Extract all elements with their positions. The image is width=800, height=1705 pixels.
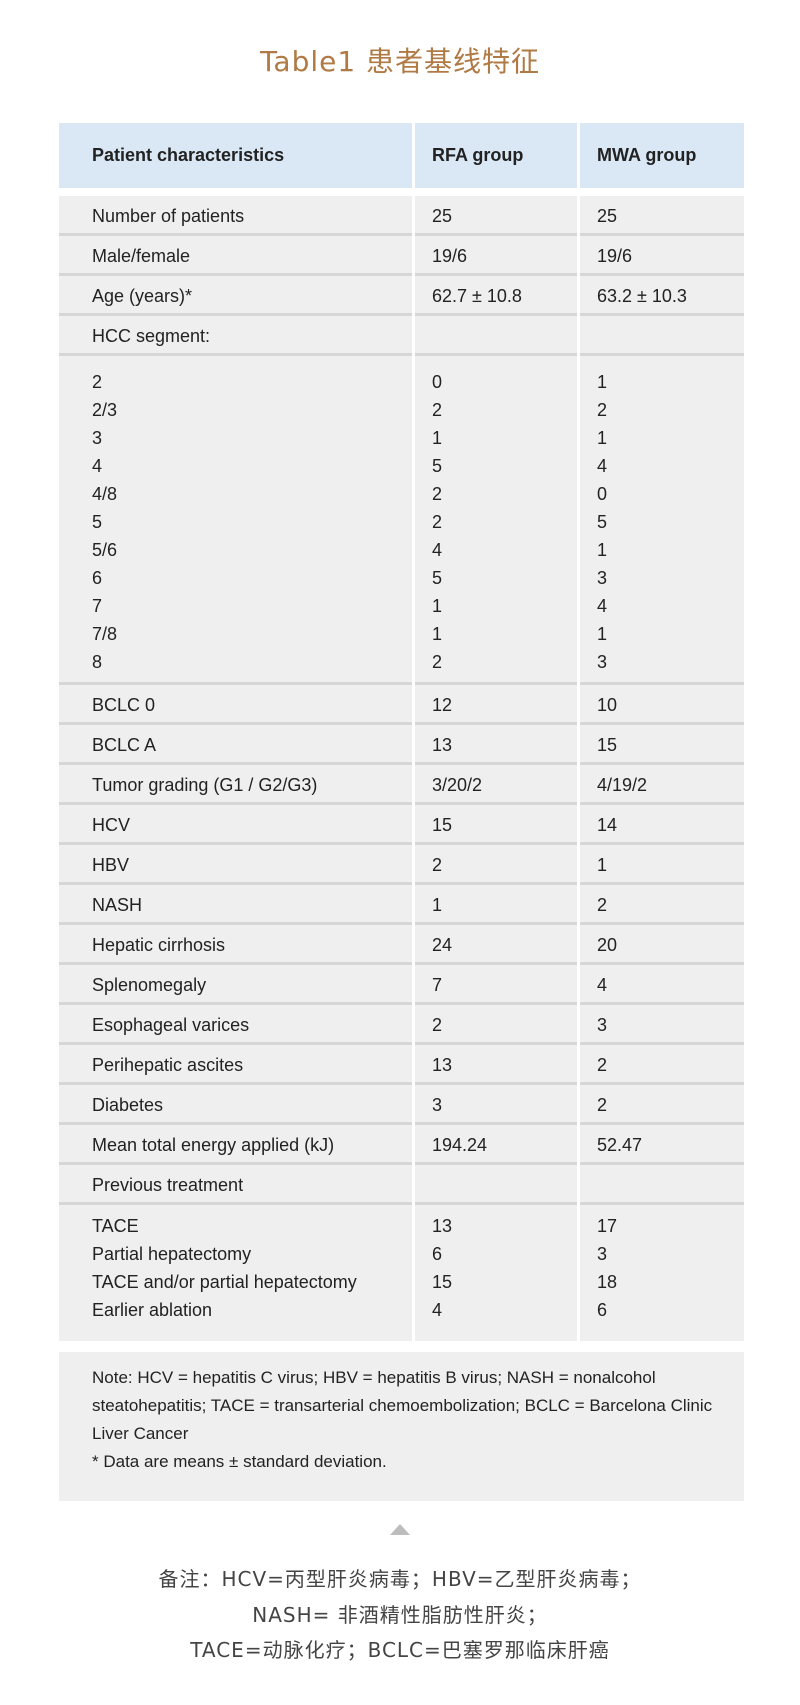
- mwa-value: 25: [580, 196, 744, 236]
- mwa-value: 10: [580, 685, 744, 725]
- rfa-value: 13 6 15 4: [415, 1205, 577, 1341]
- rfa-value: 2: [415, 1005, 577, 1045]
- mwa-value: 52.47: [580, 1125, 744, 1165]
- rfa-value: 25: [415, 196, 577, 236]
- table-row: Tumor grading (G1 / G2/G3) 3/20/2 4/19/2: [59, 765, 744, 805]
- table-note: Note: HCV = hepatitis C virus; HBV = hep…: [59, 1352, 744, 1501]
- rfa-value: [415, 316, 577, 356]
- row-label: Perihepatic ascites: [59, 1045, 412, 1085]
- mwa-value: 1: [580, 845, 744, 885]
- note-footnote: * Data are means ± standard deviation.: [92, 1452, 387, 1471]
- table-row: Mean total energy applied (kJ) 194.24 52.4…: [59, 1125, 744, 1165]
- rfa-value: 194.24: [415, 1125, 577, 1165]
- mwa-value: 2: [580, 1045, 744, 1085]
- rfa-value: 0 2 1 5 2 2 4 5 1 1 2: [415, 356, 577, 685]
- mwa-value: 2: [580, 885, 744, 925]
- row-label: Age (years)*: [59, 276, 412, 316]
- rfa-value: 13: [415, 725, 577, 765]
- row-label: Esophageal varices: [59, 1005, 412, 1045]
- table-row: Esophageal varices 2 3: [59, 1005, 744, 1045]
- rfa-value: 62.7 ± 10.8: [415, 276, 577, 316]
- table-row: Splenomegaly 7 4: [59, 965, 744, 1005]
- rfa-value: 2: [415, 845, 577, 885]
- rfa-value: 3/20/2: [415, 765, 577, 805]
- header-cell: RFA group: [415, 123, 577, 188]
- mwa-value: 20: [580, 925, 744, 965]
- row-label: Previous treatment: [59, 1165, 412, 1205]
- mwa-value: 17 3 18 6: [580, 1205, 744, 1341]
- row-label: Tumor grading (G1 / G2/G3): [59, 765, 412, 805]
- mwa-value: 1 2 1 4 0 5 1 3 4 1 3: [580, 356, 744, 685]
- rfa-value: 19/6: [415, 236, 577, 276]
- rfa-value: 13: [415, 1045, 577, 1085]
- table-row: Diabetes 3 2: [59, 1085, 744, 1125]
- rfa-value: 12: [415, 685, 577, 725]
- chinese-note-line: NASH= 非酒精性脂肪性肝炎；: [252, 1603, 548, 1627]
- mwa-value: 19/6: [580, 236, 744, 276]
- table-row: TACE Partial hepatectomy TACE and/or par…: [59, 1205, 744, 1341]
- row-label: BCLC A: [59, 725, 412, 765]
- rfa-value: [415, 1165, 577, 1205]
- chinese-note-line: TACE=动脉化疗；BCLC=巴塞罗那临床肝癌: [190, 1638, 610, 1662]
- patient-characteristics-table: Patient characteristics RFA group MWA gr…: [59, 123, 744, 1341]
- table-row: Perihepatic ascites 13 2: [59, 1045, 744, 1085]
- header-cell: MWA group: [580, 123, 744, 188]
- table-row: Previous treatment: [59, 1165, 744, 1205]
- mwa-value: 3: [580, 1005, 744, 1045]
- mwa-value: 63.2 ± 10.3: [580, 276, 744, 316]
- mwa-value: 4/19/2: [580, 765, 744, 805]
- rfa-value: 1: [415, 885, 577, 925]
- table-row: NASH 1 2: [59, 885, 744, 925]
- chinese-note-line: 备注：HCV=丙型肝炎病毒；HBV=乙型肝炎病毒；: [158, 1567, 642, 1591]
- row-label: Splenomegaly: [59, 965, 412, 1005]
- row-label: Hepatic cirrhosis: [59, 925, 412, 965]
- table-row: Male/female 19/6 19/6: [59, 236, 744, 276]
- row-label: HCV: [59, 805, 412, 845]
- row-label: HCC segment:: [59, 316, 412, 356]
- table-row: HCV 15 14: [59, 805, 744, 845]
- rfa-value: 24: [415, 925, 577, 965]
- row-label: Diabetes: [59, 1085, 412, 1125]
- row-label: HBV: [59, 845, 412, 885]
- mwa-value: 4: [580, 965, 744, 1005]
- table-row: Age (years)* 62.7 ± 10.8 63.2 ± 10.3: [59, 276, 744, 316]
- row-label: Mean total energy applied (kJ): [59, 1125, 412, 1165]
- rfa-value: 3: [415, 1085, 577, 1125]
- page-title: Table1 患者基线特征: [259, 45, 541, 78]
- table-row: Hepatic cirrhosis 24 20: [59, 925, 744, 965]
- table-row: HCC segment:: [59, 316, 744, 356]
- mwa-value: 2: [580, 1085, 744, 1125]
- header-cell: Patient characteristics: [59, 123, 412, 188]
- mwa-value: [580, 316, 744, 356]
- rfa-value: 7: [415, 965, 577, 1005]
- table-row: HBV 2 1: [59, 845, 744, 885]
- row-label: TACE Partial hepatectomy TACE and/or par…: [59, 1205, 412, 1341]
- mwa-value: 14: [580, 805, 744, 845]
- table-row: BCLC 0 12 10: [59, 685, 744, 725]
- row-label: Male/female: [59, 236, 412, 276]
- mwa-value: 15: [580, 725, 744, 765]
- note-text: Note: HCV = hepatitis C virus; HBV = hep…: [92, 1368, 713, 1443]
- rfa-value: 15: [415, 805, 577, 845]
- table-row: BCLC A 13 15: [59, 725, 744, 765]
- row-label: BCLC 0: [59, 685, 412, 725]
- table-header-row: Patient characteristics RFA group MWA gr…: [59, 123, 744, 188]
- row-label: 2 2/3 3 4 4/8 5 5/6 6 7 7/8 8: [59, 356, 412, 685]
- row-label: Number of patients: [59, 196, 412, 236]
- triangle-up-icon: [390, 1524, 410, 1535]
- table-row: Number of patients 25 25: [59, 196, 744, 236]
- row-label: NASH: [59, 885, 412, 925]
- mwa-value: [580, 1165, 744, 1205]
